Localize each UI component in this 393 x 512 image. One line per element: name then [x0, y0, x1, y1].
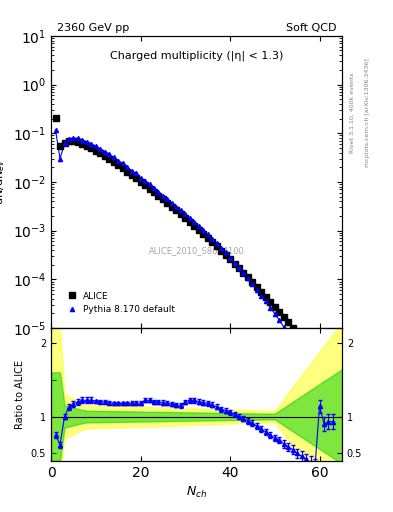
ALICE — [138, 179, 143, 185]
Text: ALICE_2010_S8624100: ALICE_2010_S8624100 — [149, 246, 244, 255]
ALICE — [192, 223, 196, 229]
Pythia 8.170 default — [53, 127, 58, 133]
Text: Soft QCD: Soft QCD — [286, 23, 336, 33]
Line: Pythia 8.170 default: Pythia 8.170 default — [53, 128, 335, 424]
Pythia 8.170 default — [326, 408, 331, 414]
Pythia 8.170 default — [138, 175, 143, 181]
Y-axis label: Ratio to ALICE: Ratio to ALICE — [15, 360, 25, 429]
ALICE — [183, 215, 188, 221]
ALICE — [53, 115, 58, 121]
Pythia 8.170 default — [331, 419, 335, 425]
Pythia 8.170 default — [192, 219, 196, 225]
ALICE — [129, 172, 134, 178]
Line: ALICE: ALICE — [53, 115, 336, 388]
X-axis label: $N_{ch}$: $N_{ch}$ — [186, 485, 207, 500]
Text: 2360 GeV pp: 2360 GeV pp — [57, 23, 129, 33]
Text: Charged multiplicity (|η| < 1.3): Charged multiplicity (|η| < 1.3) — [110, 51, 283, 61]
Pythia 8.170 default — [183, 211, 188, 217]
Text: mcplots.cern.ch [arXiv:1306.3436]: mcplots.cern.ch [arXiv:1306.3436] — [365, 58, 371, 167]
Pythia 8.170 default — [246, 275, 250, 282]
Legend: ALICE, Pythia 8.170 default: ALICE, Pythia 8.170 default — [61, 288, 179, 317]
Y-axis label: dN/dN$_{ev}$: dN/dN$_{ev}$ — [0, 159, 7, 205]
Pythia 8.170 default — [129, 167, 134, 174]
ALICE — [326, 375, 331, 381]
Text: Rivet 3.1.10, 400k events: Rivet 3.1.10, 400k events — [350, 72, 355, 153]
ALICE — [246, 274, 250, 281]
ALICE — [331, 382, 335, 389]
